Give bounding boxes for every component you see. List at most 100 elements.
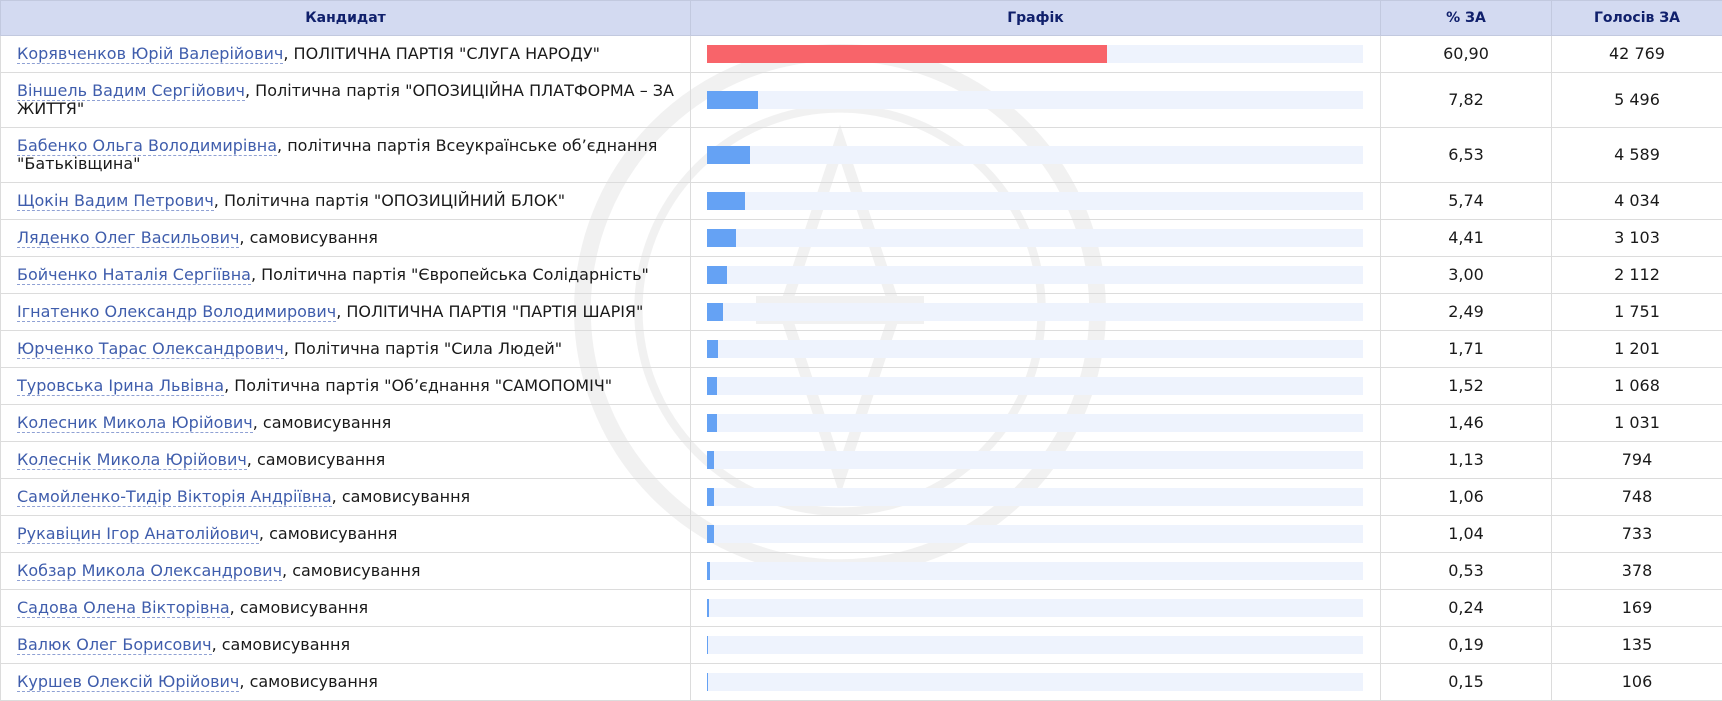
- percent-cell: 1,06: [1381, 479, 1552, 516]
- candidate-name-link[interactable]: Юрченко Тарас Олександрович: [17, 339, 284, 359]
- candidate-cell: Рукавіцин Ігор Анатолійович, самовисуван…: [1, 516, 691, 553]
- table-row: Віншель Вадим Сергійович, Політична парт…: [1, 73, 1722, 128]
- votes-cell: 378: [1552, 553, 1722, 590]
- candidate-name-link[interactable]: Ляденко Олег Васильович: [17, 228, 239, 248]
- candidate-cell: Садова Олена Вікторівна, самовисування: [1, 590, 691, 627]
- candidate-cell: Валюк Олег Борисович, самовисування: [1, 627, 691, 664]
- percent-cell: 2,49: [1381, 294, 1552, 331]
- candidate-party: , Політична партія "ОПОЗИЦІЙНИЙ БЛОК": [214, 191, 565, 210]
- graph-cell: [691, 36, 1381, 73]
- candidate-cell: Корявченков Юрій Валерійович, ПОЛІТИЧНА …: [1, 36, 691, 73]
- votes-cell: 1 068: [1552, 368, 1722, 405]
- vote-bar: [707, 45, 1107, 63]
- candidate-cell: Самойленко-Тидір Вікторія Андріївна, сам…: [1, 479, 691, 516]
- candidate-cell: Кобзар Микола Олександрович, самовисуван…: [1, 553, 691, 590]
- percent-cell: 5,74: [1381, 183, 1552, 220]
- candidate-name-link[interactable]: Садова Олена Вікторівна: [17, 598, 230, 618]
- candidate-cell: Щокін Вадим Петрович, Політична партія "…: [1, 183, 691, 220]
- candidate-name-link[interactable]: Віншель Вадим Сергійович: [17, 81, 245, 101]
- candidate-name-link[interactable]: Самойленко-Тидір Вікторія Андріївна: [17, 487, 332, 507]
- candidate-party: , Політична партія "Об’єднання "САМОПОМІ…: [224, 376, 612, 395]
- votes-cell: 4 034: [1552, 183, 1722, 220]
- percent-cell: 60,90: [1381, 36, 1552, 73]
- vote-bar-track: [707, 636, 1363, 654]
- candidate-cell: Ігнатенко Олександр Володимирович, ПОЛІТ…: [1, 294, 691, 331]
- vote-bar-track: [707, 146, 1363, 164]
- votes-cell: 748: [1552, 479, 1722, 516]
- table-header-row: Кандидат Графік % ЗА Голосів ЗА: [1, 1, 1722, 36]
- candidate-party: , Політична партія "Європейська Солідарн…: [251, 265, 649, 284]
- vote-bar: [707, 525, 714, 543]
- candidate-party: , самовисування: [230, 598, 369, 617]
- vote-bar: [707, 91, 758, 109]
- vote-bar: [707, 229, 736, 247]
- candidate-cell: Колеснік Микола Юрійович, самовисування: [1, 442, 691, 479]
- graph-cell: [691, 516, 1381, 553]
- candidate-cell: Бойченко Наталія Сергіївна, Політична па…: [1, 257, 691, 294]
- graph-cell: [691, 368, 1381, 405]
- table-row: Юрченко Тарас Олександрович, Політична п…: [1, 331, 1722, 368]
- candidate-cell: Віншель Вадим Сергійович, Політична парт…: [1, 73, 691, 128]
- candidate-name-link[interactable]: Ігнатенко Олександр Володимирович: [17, 302, 336, 322]
- votes-cell: 1 031: [1552, 405, 1722, 442]
- vote-bar-track: [707, 340, 1363, 358]
- table-row: Кобзар Микола Олександрович, самовисуван…: [1, 553, 1722, 590]
- graph-cell: [691, 220, 1381, 257]
- vote-bar: [707, 414, 717, 432]
- vote-bar-track: [707, 266, 1363, 284]
- candidate-name-link[interactable]: Валюк Олег Борисович: [17, 635, 212, 655]
- candidate-party: , самовисування: [212, 635, 351, 654]
- votes-cell: 733: [1552, 516, 1722, 553]
- votes-cell: 135: [1552, 627, 1722, 664]
- candidate-cell: Туровська Ірина Львівна, Політична парті…: [1, 368, 691, 405]
- candidate-name-link[interactable]: Колесник Микола Юрійович: [17, 413, 253, 433]
- vote-bar: [707, 266, 727, 284]
- vote-bar-track: [707, 45, 1363, 63]
- graph-cell: [691, 590, 1381, 627]
- graph-cell: [691, 664, 1381, 701]
- vote-bar-track: [707, 91, 1363, 109]
- vote-bar: [707, 303, 723, 321]
- votes-cell: 3 103: [1552, 220, 1722, 257]
- candidate-name-link[interactable]: Щокін Вадим Петрович: [17, 191, 214, 211]
- table-row: Куршев Олексій Юрійович, самовисування 0,…: [1, 664, 1722, 701]
- votes-cell: 42 769: [1552, 36, 1722, 73]
- graph-cell: [691, 257, 1381, 294]
- candidate-name-link[interactable]: Кобзар Микола Олександрович: [17, 561, 282, 581]
- votes-cell: 4 589: [1552, 128, 1722, 183]
- candidate-cell: Бабенко Ольга Володимирівна, політична п…: [1, 128, 691, 183]
- candidate-name-link[interactable]: Корявченков Юрій Валерійович: [17, 44, 283, 64]
- percent-cell: 3,00: [1381, 257, 1552, 294]
- vote-bar: [707, 340, 718, 358]
- percent-cell: 0,15: [1381, 664, 1552, 701]
- candidate-party: , ПОЛІТИЧНА ПАРТІЯ "ПАРТІЯ ШАРІЯ": [336, 302, 643, 321]
- vote-bar-track: [707, 303, 1363, 321]
- vote-bar: [707, 562, 710, 580]
- table-row: Ігнатенко Олександр Володимирович, ПОЛІТ…: [1, 294, 1722, 331]
- vote-bar-track: [707, 377, 1363, 395]
- candidate-name-link[interactable]: Рукавіцин Ігор Анатолійович: [17, 524, 259, 544]
- table-row: Бабенко Ольга Володимирівна, політична п…: [1, 128, 1722, 183]
- candidate-name-link[interactable]: Туровська Ірина Львівна: [17, 376, 224, 396]
- votes-cell: 1 751: [1552, 294, 1722, 331]
- table-row: Ляденко Олег Васильович, самовисування 4,…: [1, 220, 1722, 257]
- percent-cell: 6,53: [1381, 128, 1552, 183]
- votes-cell: 794: [1552, 442, 1722, 479]
- candidate-name-link[interactable]: Бабенко Ольга Володимирівна: [17, 136, 277, 156]
- candidate-name-link[interactable]: Куршев Олексій Юрійович: [17, 672, 239, 692]
- table-row: Самойленко-Тидір Вікторія Андріївна, сам…: [1, 479, 1722, 516]
- percent-cell: 1,52: [1381, 368, 1552, 405]
- percent-cell: 4,41: [1381, 220, 1552, 257]
- vote-bar: [707, 192, 745, 210]
- candidate-name-link[interactable]: Бойченко Наталія Сергіївна: [17, 265, 251, 285]
- candidate-party: , самовисування: [239, 228, 378, 247]
- graph-cell: [691, 183, 1381, 220]
- candidate-name-link[interactable]: Колеснік Микола Юрійович: [17, 450, 247, 470]
- candidate-cell: Куршев Олексій Юрійович, самовисування: [1, 664, 691, 701]
- graph-cell: [691, 405, 1381, 442]
- percent-cell: 1,46: [1381, 405, 1552, 442]
- vote-bar-track: [707, 562, 1363, 580]
